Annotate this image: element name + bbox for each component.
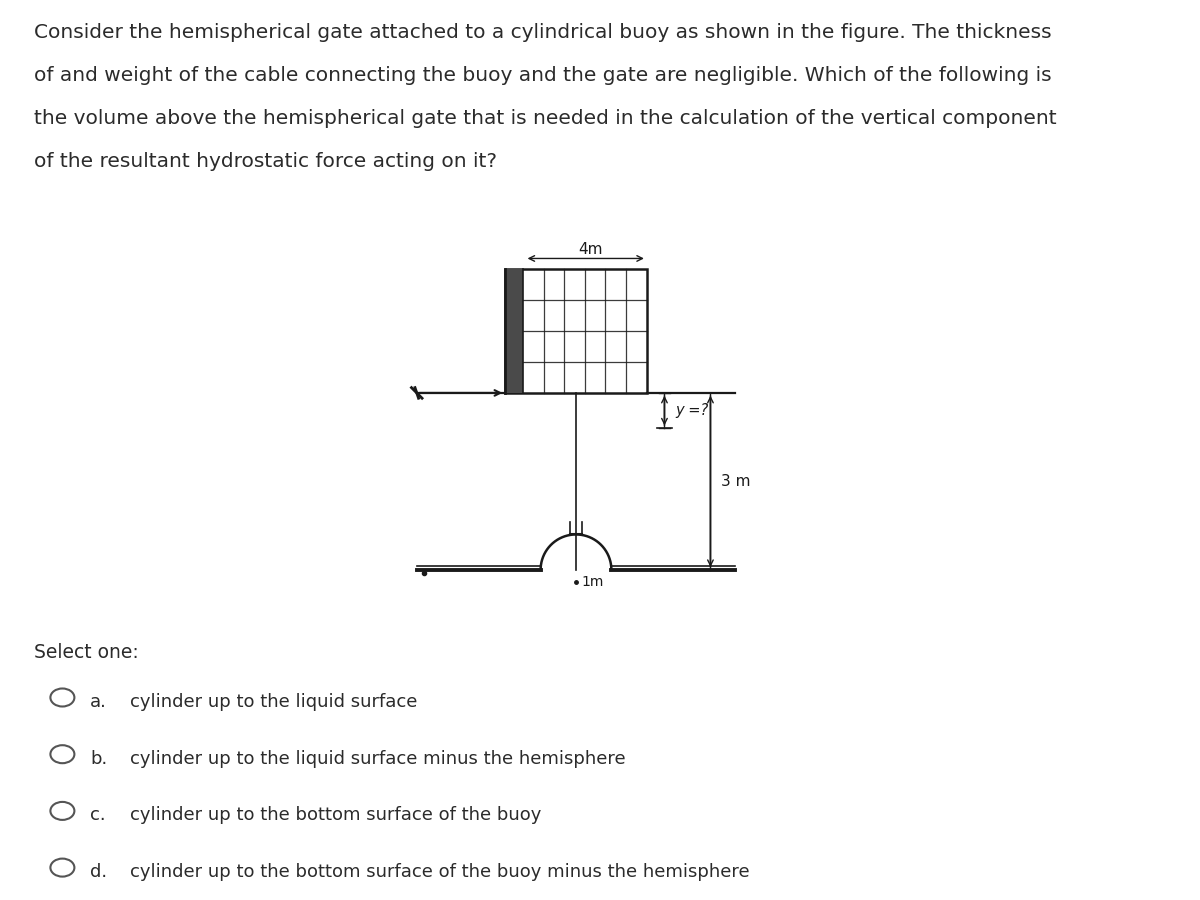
Text: a.: a. [90, 693, 107, 711]
Text: cylinder up to the bottom surface of the buoy: cylinder up to the bottom surface of the… [130, 806, 541, 824]
Bar [505, 269, 523, 393]
Text: 4m: 4m [578, 242, 602, 256]
Text: 1m: 1m [581, 575, 604, 590]
Text: 3 m: 3 m [721, 474, 750, 489]
Text: b.: b. [90, 750, 107, 768]
Text: y =?: y =? [676, 403, 708, 418]
Text: d.: d. [90, 863, 107, 881]
Text: Consider the hemispherical gate attached to a cylindrical buoy as shown in the f: Consider the hemispherical gate attached… [34, 22, 1051, 41]
Text: cylinder up to the bottom surface of the buoy minus the hemisphere: cylinder up to the bottom surface of the… [130, 863, 749, 881]
Text: the volume above the hemispherical gate that is needed in the calculation of the: the volume above the hemispherical gate … [34, 109, 1056, 128]
Text: of the resultant hydrostatic force acting on it?: of the resultant hydrostatic force actin… [34, 152, 497, 171]
Text: cylinder up to the liquid surface minus the hemisphere: cylinder up to the liquid surface minus … [130, 750, 625, 768]
Bar [505, 269, 647, 393]
Text: of and weight of the cable connecting the buoy and the gate are negligible. Whic: of and weight of the cable connecting th… [34, 66, 1051, 85]
Text: c.: c. [90, 806, 106, 824]
Text: cylinder up to the liquid surface: cylinder up to the liquid surface [130, 693, 416, 711]
Text: Select one:: Select one: [34, 644, 138, 662]
